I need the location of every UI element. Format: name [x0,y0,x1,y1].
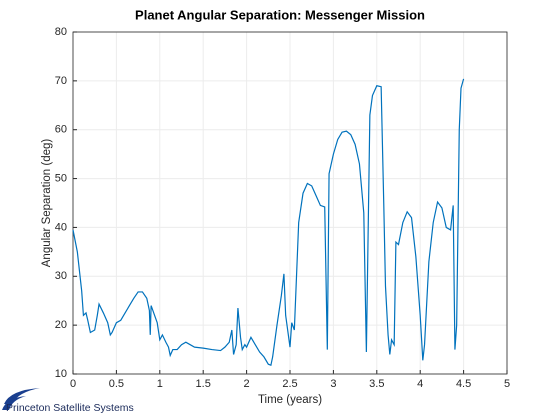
chart-title: Planet Angular Separation: Messenger Mis… [135,7,425,22]
logo: Princeton Satellite Systems [2,388,134,414]
x-axis-label: Time (years) [258,394,322,406]
y-tick-label: 80 [55,26,67,38]
y-tick-label: 30 [55,270,67,282]
x-tick-label: 5 [504,378,510,390]
axes-box [72,31,508,375]
x-tick-label: 1.5 [196,378,211,390]
logo-text: Princeton Satellite Systems [6,402,134,414]
y-tick-label: 40 [55,221,67,233]
y-tick-label: 10 [55,368,67,380]
x-tick-label: 1 [157,378,163,390]
series-line [72,78,465,367]
x-tick-label: 2.5 [282,378,297,390]
logo-swoosh [2,396,26,410]
x-tick-label: 0 [70,378,76,390]
y-tick-label: 20 [55,319,67,331]
y-tick-label: 60 [55,124,67,136]
x-tick-label: 2 [244,378,250,390]
x-tick-label: 4.5 [456,378,471,390]
y-tick-label: 50 [55,172,67,184]
x-tick-label: 3 [330,378,336,390]
x-tick-label: 0.5 [109,378,124,390]
x-tick-label: 4 [417,378,423,390]
y-axis-label: Angular Separation (deg) [41,139,53,268]
x-tick-label: 3.5 [369,378,384,390]
y-tick-label: 70 [55,75,67,87]
